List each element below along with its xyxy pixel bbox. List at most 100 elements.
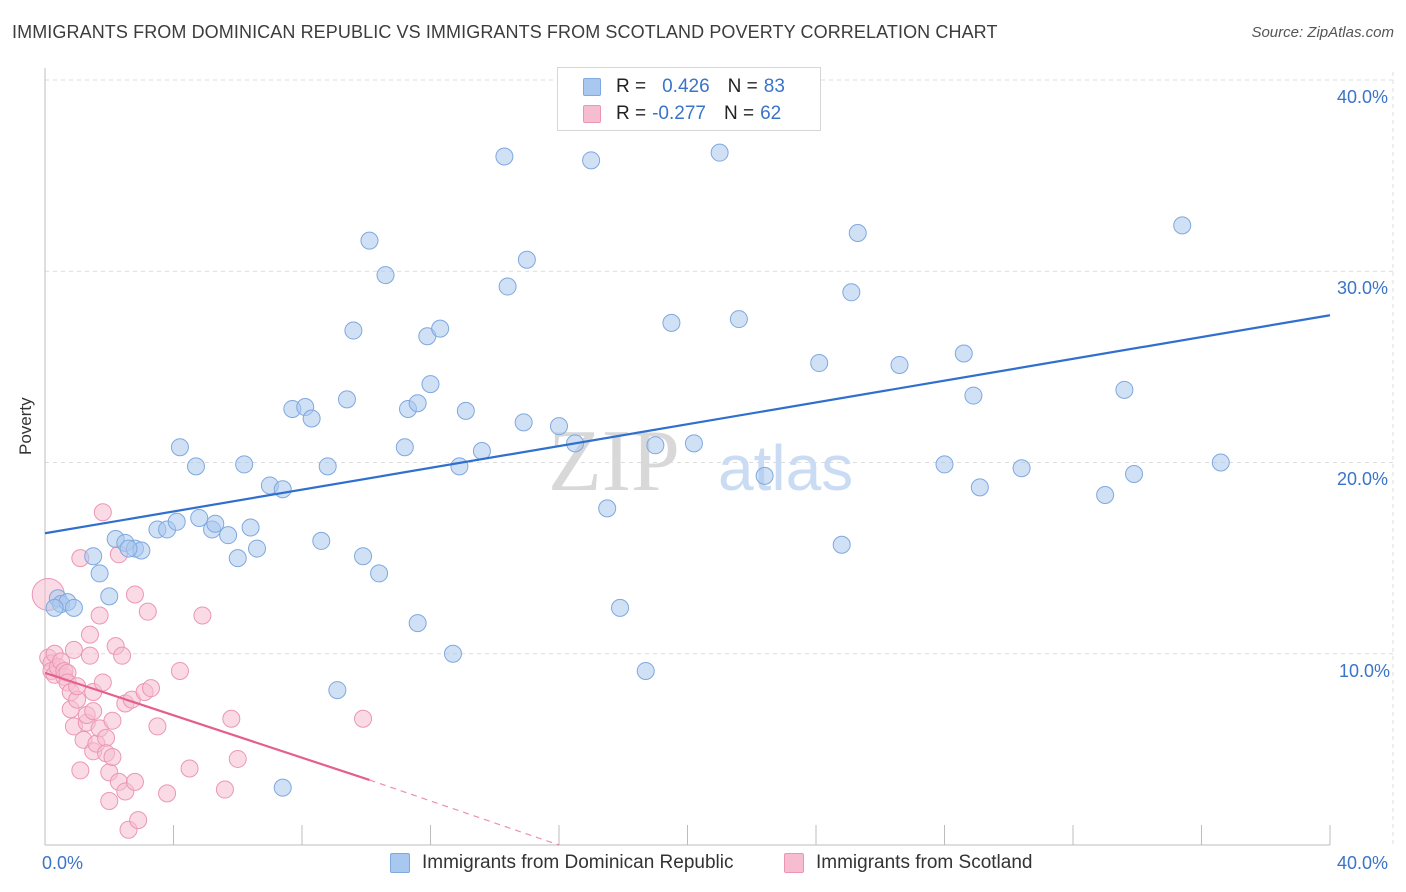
data-point-dominican [514,413,533,432]
legend-label: Immigrants from Scotland [816,852,1033,873]
x-tick-label: 40.0% [1337,853,1389,873]
series-legend: Immigrants from Dominican Republic Immig… [0,850,1406,878]
data-point-dominican [1173,216,1192,235]
data-point-dominican [408,614,427,633]
data-point-dominican [328,681,347,700]
data-point-scotland [64,640,83,659]
legend-label: Immigrants from Dominican Republic [422,852,734,873]
data-point-dominican [964,386,983,405]
data-point-scotland [180,759,199,778]
data-point-dominican [684,434,703,453]
data-point-dominican [354,547,373,566]
data-point-dominican [848,224,867,242]
data-point-dominican [710,143,729,162]
stats-row-dominican: R = 0.426 N = 83 [583,74,785,100]
y-tick-label: 20.0% [1337,469,1389,489]
data-point-dominican [228,549,247,568]
data-point-dominican [443,644,462,663]
data-point-scotland [138,602,157,621]
watermark: ZIP atlas [548,413,853,510]
stats-row-scotland: R = -0.277 N = 62 [583,101,781,127]
stats-legend: R = 0.426 N = 83 R = -0.277 N = 62 [557,67,821,131]
legend-item-dominican: Immigrants from Dominican Republic [390,852,734,874]
data-point-scotland [129,811,148,830]
data-point-dominican [636,661,655,680]
data-point-dominican [598,499,617,518]
r-value: -0.277 [652,103,706,124]
data-point-scotland [103,711,122,730]
legend-item-scotland: Immigrants from Scotland [784,852,1032,874]
data-point-scotland [97,728,116,747]
y-axis-label: Poverty [16,397,35,455]
n-label: N = [723,103,755,124]
data-point-scotland [80,646,99,665]
data-point-dominican [1211,453,1230,472]
data-point-dominican [646,436,665,455]
data-point-dominican [248,539,267,558]
data-point-scotland [80,625,99,644]
data-point-dominican [611,598,630,617]
data-point-dominican [206,514,225,533]
legend-swatch-blue [583,78,601,96]
data-point-scotland [125,585,144,604]
data-point-scotland [113,646,132,665]
data-point-dominican [84,547,103,566]
data-point-dominican [186,457,205,476]
data-point-dominican [421,375,440,394]
legend-swatch-pink [583,105,601,123]
data-point-scotland [93,673,112,692]
data-point-scotland [103,748,122,767]
y-tick-label: 40.0% [1337,87,1389,107]
data-point-dominican [450,457,469,476]
data-point-scotland [90,606,109,625]
data-point-dominican [970,478,989,497]
data-point-dominican [273,778,292,797]
data-point-dominican [219,526,238,545]
data-point-dominican [408,394,427,413]
data-point-dominican [890,355,909,374]
data-point-dominican [662,313,681,332]
data-point-scotland [158,784,177,803]
data-point-dominican [64,598,83,617]
data-point-scotland [228,749,247,768]
data-point-dominican [495,147,514,166]
data-point-dominican [167,512,186,531]
data-point-scotland [125,772,144,791]
n-label: N = [727,76,758,97]
data-point-dominican [273,480,292,499]
data-point-scotland [170,661,189,680]
data-point-dominican [241,518,260,537]
legend-swatch-blue [390,853,410,873]
data-point-dominican [90,564,109,583]
data-point-scotland [100,792,119,811]
trend-line-scotland-extension [369,779,560,846]
legend-swatch-pink [784,853,804,873]
data-point-dominican [810,354,829,373]
data-point-scotland [93,503,112,522]
data-point-dominican [550,417,568,436]
data-point-dominican [312,531,331,550]
n-value: 83 [763,76,785,97]
data-point-dominican [935,455,954,474]
source-label: Source: ZipAtlas.com [1251,24,1394,41]
data-point-dominican [832,535,851,554]
data-point-scotland [71,761,90,780]
data-point-scotland [215,780,234,799]
data-point-scotland [193,606,212,625]
data-point-dominican [360,231,379,250]
data-point-dominican [431,319,450,338]
chart-title: IMMIGRANTS FROM DOMINICAN REPUBLIC VS IM… [12,22,998,42]
series-scotland [31,503,373,839]
axes [44,68,1331,846]
data-point-dominican [190,508,209,527]
data-point-dominican [45,598,64,617]
data-point-dominican [582,151,601,170]
trend-line-dominican [44,314,1331,535]
data-point-dominican [370,564,389,583]
data-point-dominican [472,442,491,461]
data-point-dominican [517,250,536,269]
data-point-scotland [222,709,241,728]
data-point-scotland [142,679,161,698]
data-point-dominican [235,455,254,474]
series-dominican-republic [45,143,1230,797]
